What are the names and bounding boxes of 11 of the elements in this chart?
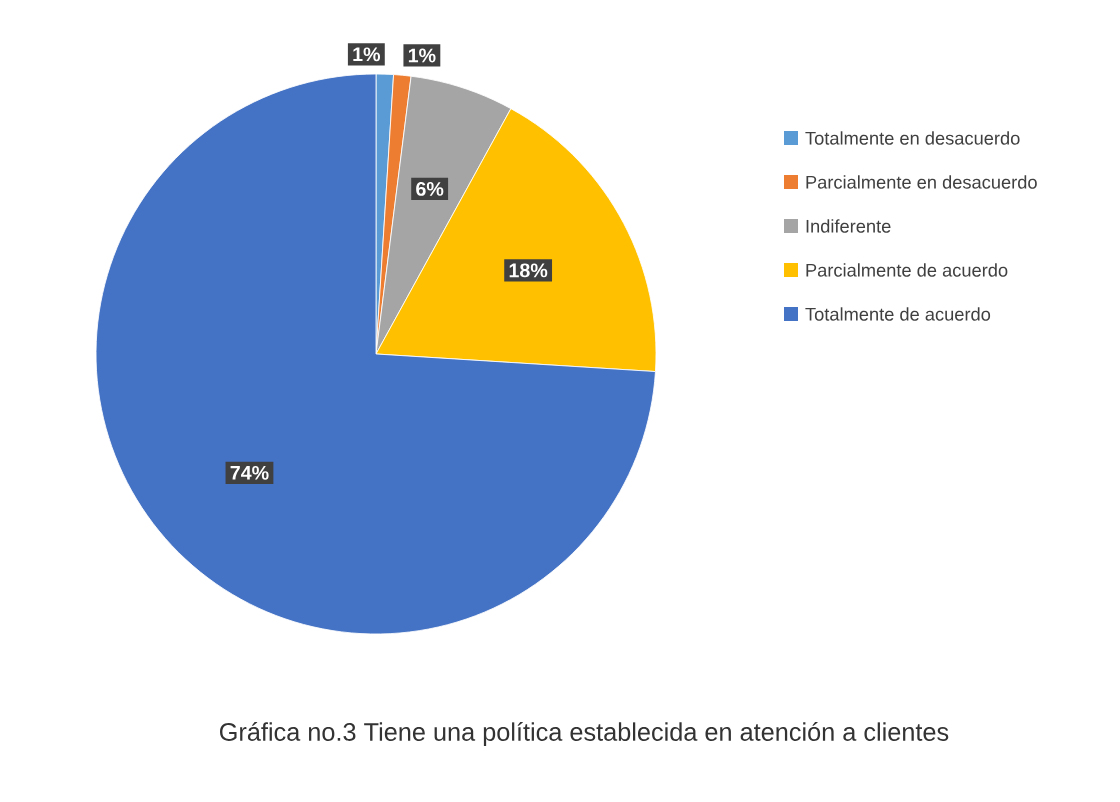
- legend-label: Indiferente: [806, 219, 891, 233]
- data-label: 1%: [353, 47, 381, 62]
- data-label: 1%: [408, 48, 436, 63]
- data-label: 74%: [230, 465, 269, 480]
- text: Gráfica no.3 Tiene una política establecida en atención a clientes: [220, 722, 949, 746]
- legend-label: Parcialmente de acuerdo: [806, 263, 1008, 277]
- data-label: 6%: [416, 181, 444, 196]
- legend-label: Parcialmente en desacuerdo: [806, 175, 1037, 189]
- legend-label: Totalmente en desacuerdo: [805, 131, 1020, 145]
- data-label: 18%: [509, 263, 548, 278]
- legend-label: Totalmente de acuerdo: [805, 307, 991, 321]
